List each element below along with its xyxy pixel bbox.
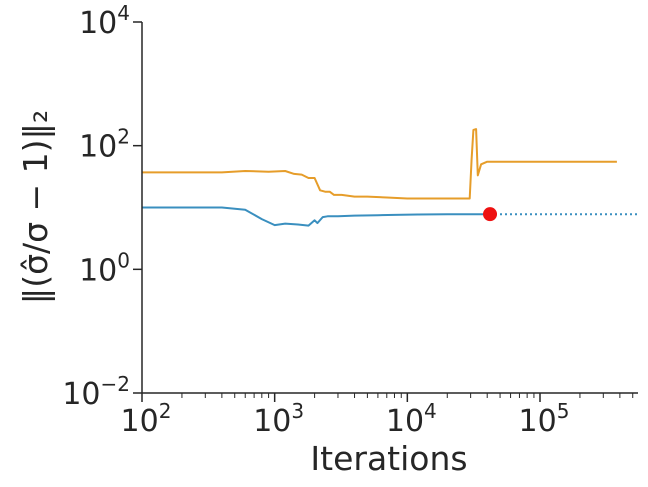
- y-tick-label: 102: [79, 125, 130, 165]
- y-tick-label: 104: [79, 1, 130, 41]
- x-axis-title: Iterations: [310, 439, 467, 478]
- series-line-2: [142, 206, 490, 227]
- data-point-marker: [483, 207, 498, 222]
- x-tick-label: 105: [519, 399, 570, 439]
- y-tick-label: 10−2: [62, 372, 130, 412]
- axes: 102 103 104 105 10−2 100 102 104: [62, 1, 638, 439]
- y-tick-label: 100: [79, 248, 130, 288]
- series-layer: [142, 128, 639, 227]
- x-tick-label: 102: [121, 399, 172, 439]
- series-line-1: [142, 128, 617, 200]
- marker-layer: [483, 207, 498, 222]
- x-tick-label: 103: [253, 399, 304, 439]
- x-tick-label: 104: [386, 399, 437, 439]
- y-axis-title: ‖(σ̂/σ − 1)‖₂: [16, 110, 55, 305]
